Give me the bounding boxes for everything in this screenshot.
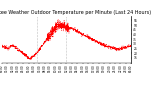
Title: Milwaukee Weather Outdoor Temperature per Minute (Last 24 Hours): Milwaukee Weather Outdoor Temperature pe… xyxy=(0,10,152,15)
